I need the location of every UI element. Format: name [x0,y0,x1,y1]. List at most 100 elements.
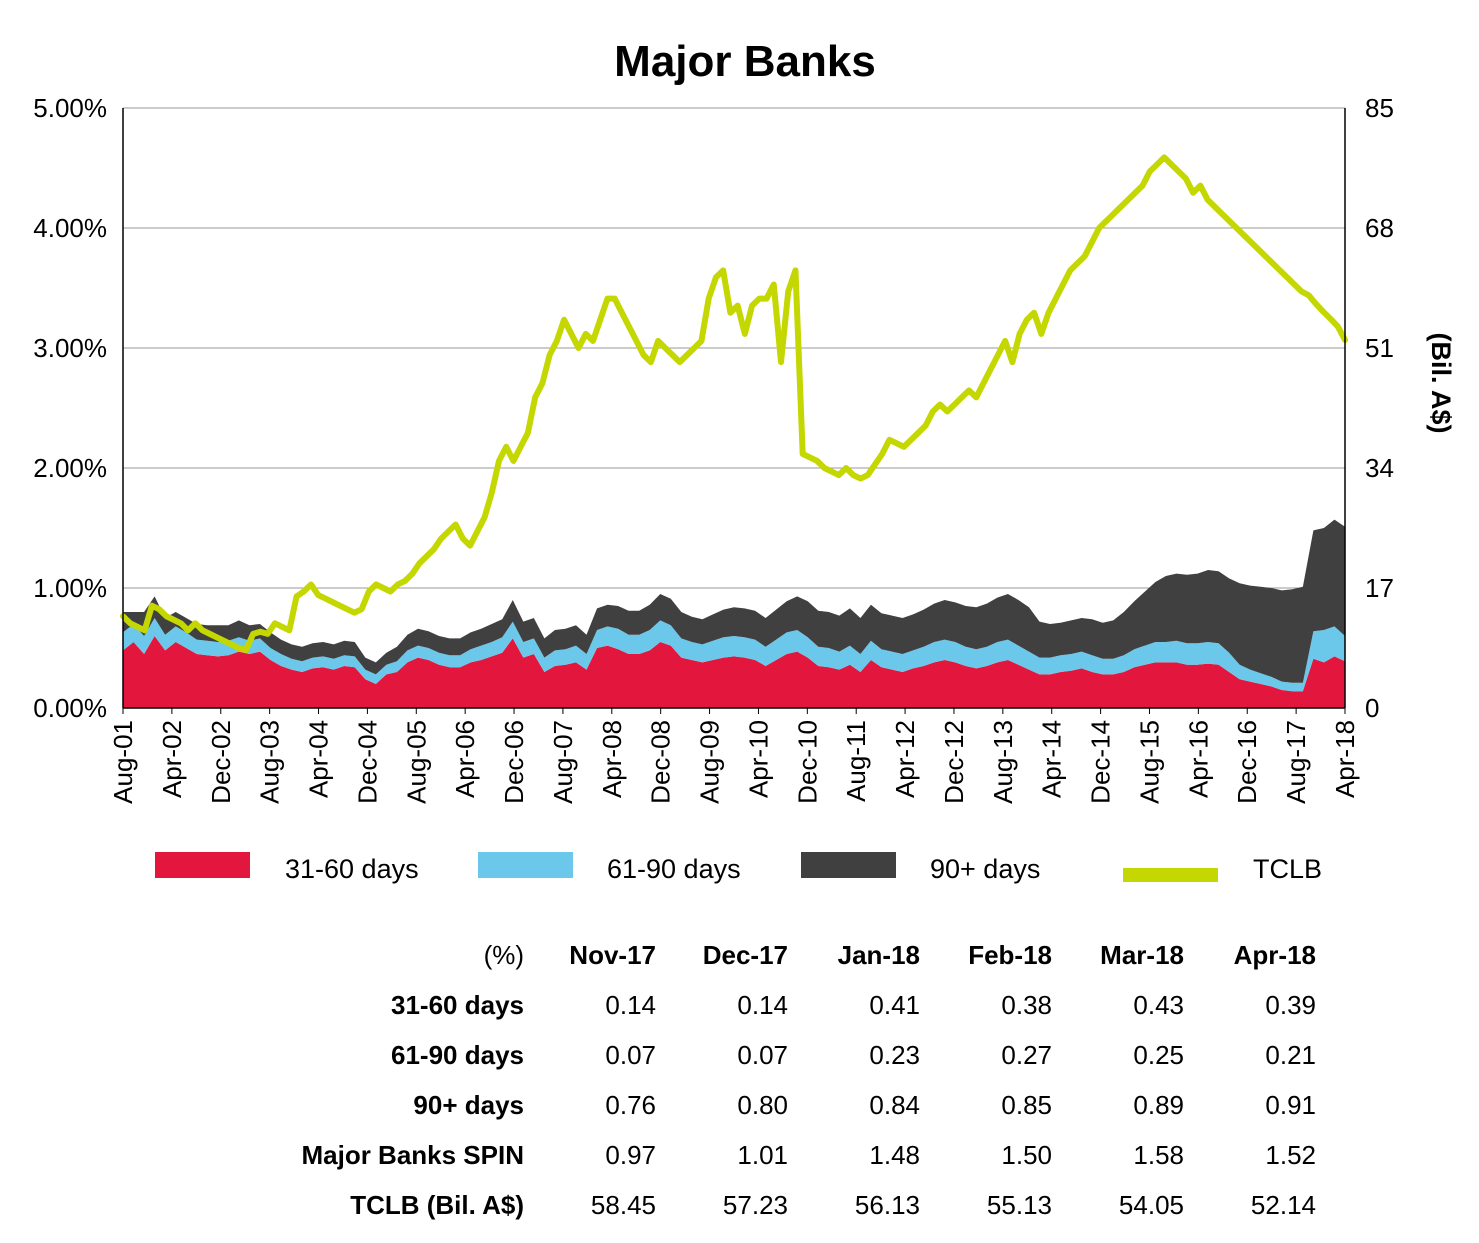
table-row: 61-90 days 0.07 0.07 0.23 0.27 0.25 0.21 [270,1030,1316,1080]
table-cell: 0.21 [1265,1039,1316,1070]
x-axis-ticks: Aug-01 Apr-02 Dec-02 Aug-03 Apr-04 Dec-04 Aug-… [108,708,1360,804]
area-90-days [123,519,1345,683]
y-axis-right-label: (Bil. A$) [1426,333,1456,434]
gridlines [123,107,1345,589]
table-cell: 0.07 [605,1039,656,1070]
table-cell: 1.58 [1133,1139,1184,1170]
x-tick-label: Aug-05 [401,720,431,804]
table-cell: 0.14 [605,989,656,1020]
table-cell: 0.85 [1001,1089,1052,1120]
y-right-tick-label: 34 [1365,453,1394,483]
x-tick-label: Aug-17 [1281,720,1311,804]
table-col-header: Mar-18 [1100,939,1184,970]
y-left-tick-label: 4.00% [33,213,107,243]
x-tick-label: Aug-15 [1134,720,1164,804]
table-cell: 0.97 [605,1139,656,1170]
legend-swatch-31-60 [155,852,250,878]
y-left-tick-label: 5.00% [33,93,107,123]
y-axis-left-ticks: 0.00% 1.00% 2.00% 3.00% 4.00% 5.00% [33,93,107,723]
chart-title: Major Banks [614,37,876,86]
x-tick-label: Aug-07 [548,720,578,804]
legend-label-90-plus: 90+ days [930,854,1041,884]
table-cell: 0.14 [737,989,788,1020]
x-tick-label: Aug-03 [255,720,285,804]
y-right-tick-label: 51 [1365,333,1394,363]
x-tick-label: Apr-18 [1330,720,1360,798]
table-cell: 0.91 [1265,1089,1316,1120]
y-right-tick-label: 68 [1365,213,1394,243]
table-cell: 1.01 [737,1139,788,1170]
x-tick-label: Apr-10 [743,720,773,798]
y-left-tick-label: 2.00% [33,453,107,483]
table-cell: 58.45 [590,1189,656,1220]
table-cell: 0.76 [605,1089,656,1120]
legend-label-61-90: 61-90 days [607,854,741,884]
legend-swatch-tclb [1123,868,1218,882]
x-tick-label: Dec-14 [1086,720,1116,804]
table-row-label: 31-60 days [391,989,524,1020]
table-row-label: TCLB (Bil. A$) [350,1189,524,1220]
table-row: TCLB (Bil. A$) 58.45 57.23 56.13 55.13 5… [270,1180,1316,1230]
tclb-line [120,154,1348,654]
y-left-tick-label: 1.00% [33,573,107,603]
x-tick-label: Dec-10 [792,720,822,804]
area-61-90-days [123,618,1345,692]
table-row-label: Major Banks SPIN [301,1139,524,1170]
y-right-tick-label: 85 [1365,93,1394,123]
table-header-row: (%) Nov-17 Dec-17 Jan-18 Feb-18 Mar-18 A… [270,930,1316,980]
table-cell: 54.05 [1118,1189,1184,1220]
y-left-tick-label: 0.00% [33,693,107,723]
legend-label-tclb: TCLB [1253,854,1323,884]
x-tick-label: Dec-04 [352,720,382,804]
y-axis-right-ticks: 0 17 34 51 68 85 [1365,93,1394,723]
y-left-tick-label: 3.00% [33,333,107,363]
table-cell: 0.25 [1133,1039,1184,1070]
table-cell: 56.13 [854,1189,920,1220]
table-row: 90+ days 0.76 0.80 0.84 0.85 0.89 0.91 [270,1080,1316,1130]
table-cell: 0.23 [869,1039,920,1070]
table-row-label: 61-90 days [391,1039,524,1070]
legend-swatch-61-90 [478,852,573,878]
x-tick-label: Dec-02 [206,720,236,804]
x-tick-label: Aug-11 [841,720,871,802]
area-31-60-days [123,636,1345,708]
table-col-header: Feb-18 [968,939,1052,970]
table-col-header: Apr-18 [1233,939,1316,970]
stacked-areas [123,519,1345,708]
x-tick-label: Apr-14 [1037,720,1067,798]
table-row: Major Banks SPIN 0.97 1.01 1.48 1.50 1.5… [270,1130,1316,1180]
x-tick-label: Apr-12 [890,720,920,798]
table-cell: 0.89 [1133,1089,1184,1120]
table-corner-label: (%) [483,939,524,970]
tclb-line-layer [120,154,1348,654]
table-cell: 0.39 [1265,989,1316,1020]
legend: 31-60 days 61-90 days 90+ days TCLB [0,848,1479,892]
x-tick-label: Aug-13 [988,720,1018,804]
table-cell: 0.43 [1133,989,1184,1020]
x-tick-label: Dec-08 [646,720,676,804]
table-cell: 55.13 [986,1189,1052,1220]
table-cell: 1.50 [1001,1139,1052,1170]
table-cell: 0.07 [737,1039,788,1070]
x-tick-label: Dec-12 [939,720,969,804]
x-tick-label: Aug-01 [108,720,138,804]
table-cell: 1.48 [869,1139,920,1170]
table-row: 31-60 days 0.14 0.14 0.41 0.38 0.43 0.39 [270,980,1316,1030]
table-cell: 0.84 [869,1089,920,1120]
legend-label-31-60: 31-60 days [285,854,419,884]
table-cell: 0.41 [869,989,920,1020]
chart: Major Banks 0.00% 1.00% 2.00% 3.00% 4.00% 5.0… [33,37,1456,804]
table-cell: 0.27 [1001,1039,1052,1070]
legend-swatch-90-plus [801,852,896,878]
table-col-header: Jan-18 [837,939,920,970]
table-cell: 1.52 [1265,1139,1316,1170]
y-right-tick-label: 17 [1365,573,1394,603]
x-tick-label: Apr-02 [157,720,187,798]
x-tick-label: Aug-09 [695,720,725,804]
table-cell: 0.80 [737,1089,788,1120]
x-tick-label: Apr-06 [450,720,480,798]
table-cell: 0.38 [1001,989,1052,1020]
y-right-tick-label: 0 [1365,693,1379,723]
table-cell: 57.23 [722,1189,788,1220]
x-tick-label: Apr-04 [304,720,334,798]
